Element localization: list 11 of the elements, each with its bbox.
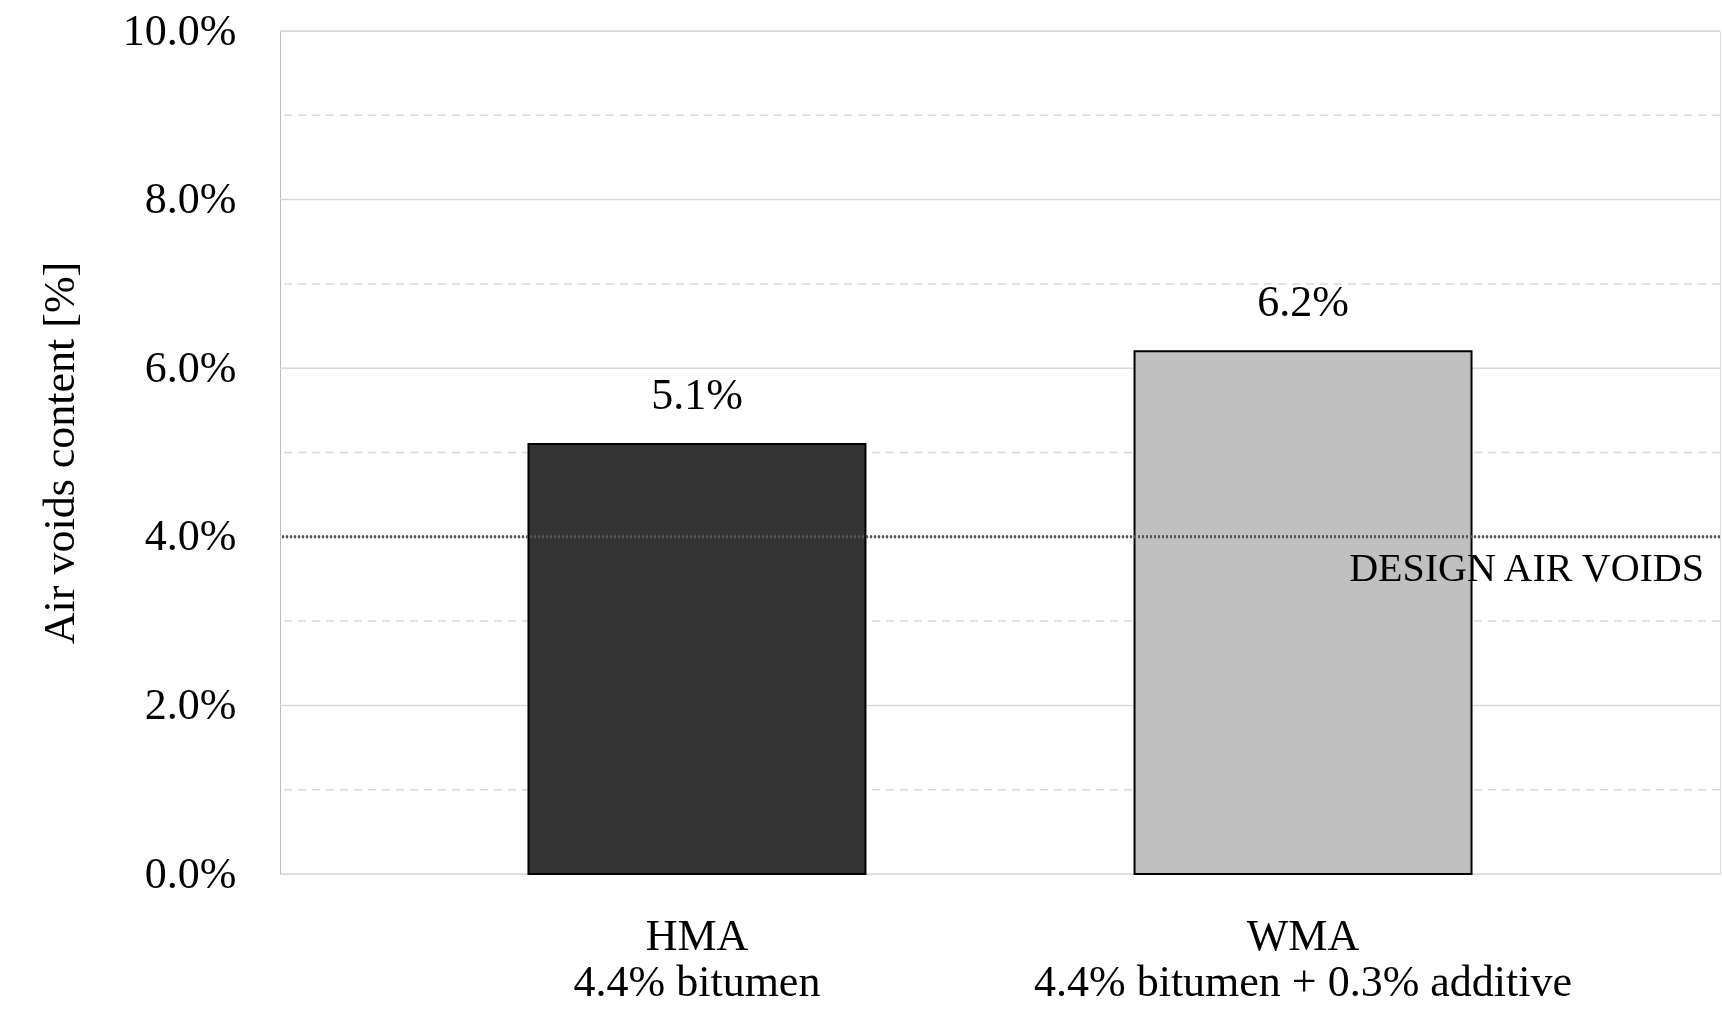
y-tick-label: 8.0% — [144, 174, 237, 224]
y-axis-title: Air voids content [%] — [34, 261, 84, 645]
y-tick-label: 2.0% — [144, 679, 237, 729]
y-tick-label: 6.0% — [144, 342, 237, 392]
x-tick-label: HMA 4.4% bitumen — [573, 910, 821, 1006]
data-label: 6.2% — [1257, 277, 1349, 327]
y-tick-label: 4.0% — [144, 511, 237, 561]
y-tick-label: 10.0% — [122, 5, 237, 55]
y-tick-label: 0.0% — [144, 848, 237, 898]
x-tick-label: WMA 4.4% bitumen + 0.3% additive — [1034, 910, 1573, 1006]
data-label: 5.1% — [651, 370, 743, 420]
